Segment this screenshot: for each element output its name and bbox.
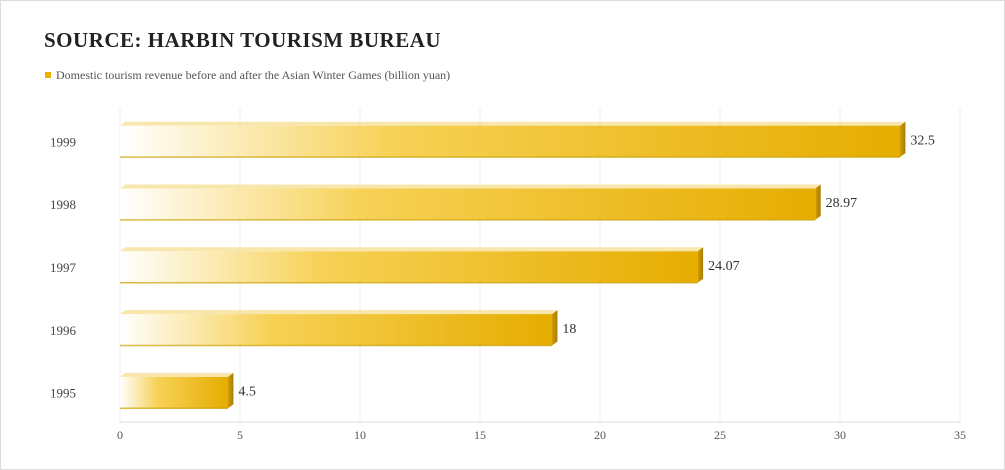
bar-top-1999 <box>120 121 906 126</box>
category-label-1999: 1999 <box>50 134 76 149</box>
labels: 0 5 10 15 20 25 30 35 1999 32.5 1998 28.97 1997 24.07… <box>50 133 966 442</box>
category-label-1998: 1998 <box>50 197 76 212</box>
bar-top-1997 <box>120 247 704 252</box>
x-tick-label-20: 20 <box>594 428 606 442</box>
x-tick-label-30: 30 <box>834 428 846 442</box>
bar-top-1995 <box>120 372 234 377</box>
x-tick-label-35: 35 <box>954 428 966 442</box>
bar-1995 <box>120 376 228 409</box>
chart-title: SOURCE: HARBIN TOURISM BUREAU <box>44 28 442 52</box>
category-label-1996: 1996 <box>50 323 77 338</box>
bar-cap-1999 <box>900 121 906 158</box>
data-label-1995: 4.5 <box>238 385 256 400</box>
x-tick-label-0: 0 <box>117 428 123 442</box>
data-label-1999: 32.5 <box>910 133 935 148</box>
bar-cap-1996 <box>552 310 558 346</box>
bar-cap-1998 <box>815 184 821 220</box>
bar-top-1996 <box>120 310 558 315</box>
chart-legend: Domestic tourism revenue before and afte… <box>45 67 616 84</box>
x-tick-label-25: 25 <box>714 428 726 442</box>
x-tick-label-10: 10 <box>354 428 366 442</box>
data-label-1996: 18 <box>562 322 576 337</box>
bar-cap-1995 <box>228 372 234 409</box>
legend-label: Domestic tourism revenue before and afte… <box>56 68 451 82</box>
data-label-1997: 24.07 <box>708 259 740 274</box>
category-label-1995: 1995 <box>50 386 76 401</box>
x-tick-label-15: 15 <box>474 428 486 442</box>
x-tick-label-5: 5 <box>237 428 243 442</box>
bars <box>120 121 906 410</box>
bar-1999 <box>120 125 900 158</box>
bar-1997 <box>120 251 698 283</box>
data-label-1998: 28.97 <box>826 196 858 211</box>
bar-1996 <box>120 314 552 346</box>
legend-swatch <box>45 72 51 78</box>
bar-1998 <box>120 188 816 220</box>
category-label-1997: 1997 <box>50 260 77 275</box>
bar-cap-1997 <box>697 247 704 283</box>
bar-top-1998 <box>120 184 821 189</box>
